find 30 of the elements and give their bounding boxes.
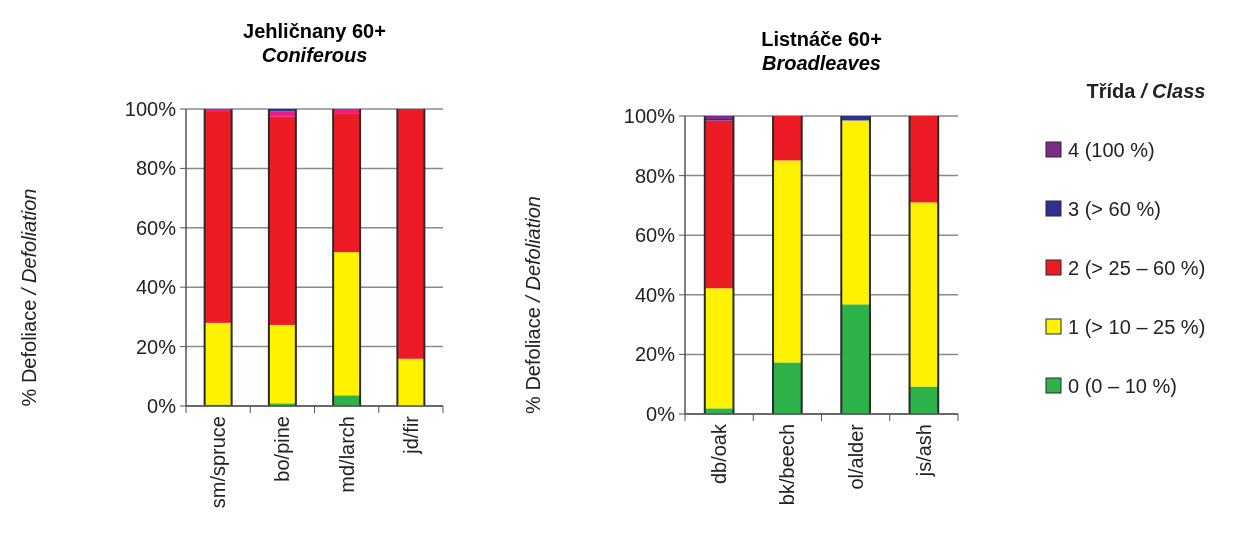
y-tick-label: 80% — [135, 157, 177, 180]
x-tick-label: db/oak — [708, 423, 731, 485]
y-tick-label: 40% — [634, 283, 676, 306]
y-tick-label: 80% — [634, 164, 676, 187]
y-tick-label: 100% — [623, 105, 676, 127]
x-tick-label: bk/beech — [776, 424, 799, 506]
x-tick-label: md/larch — [335, 416, 358, 493]
legend-label: 0 (0 – 10 %) — [1068, 375, 1177, 397]
legend-label: 2 (> 25 – 60 %) — [1068, 257, 1206, 279]
y-tick-label: 0% — [147, 395, 177, 417]
y-tick-label: 40% — [135, 276, 177, 299]
x-tick-label: sm/spruce — [207, 416, 230, 509]
y-tick-label: 20% — [634, 343, 676, 366]
legend-label: 3 (> 60 %) — [1068, 198, 1161, 220]
x-tick-label: ol/alder — [844, 423, 867, 490]
chart-title: Jehličnany 60+ Coniferous — [243, 20, 386, 66]
legend-label: 1 (> 10 – 25 %) — [1068, 316, 1206, 338]
x-tick-label: js/ash — [912, 424, 935, 478]
y-tick-label: 60% — [135, 216, 177, 239]
y-axis-title: % Defoliace / Defoliation — [18, 188, 40, 407]
x-tick-label: bo/pine — [271, 416, 294, 482]
chart-title: Listnáče 60+ Broadleaves — [761, 28, 882, 74]
y-tick-label: 20% — [135, 335, 177, 358]
y-tick-label: 60% — [634, 224, 676, 247]
x-tick-label: jd/fir — [399, 415, 422, 455]
legend-label: 4 (100 %) — [1068, 139, 1155, 161]
y-tick-label: 100% — [124, 98, 177, 120]
legend-title: Třída / Class — [1086, 80, 1206, 102]
y-tick-label: 0% — [646, 403, 676, 425]
y-axis-title: % Defoliace / Defoliation — [522, 196, 544, 414]
